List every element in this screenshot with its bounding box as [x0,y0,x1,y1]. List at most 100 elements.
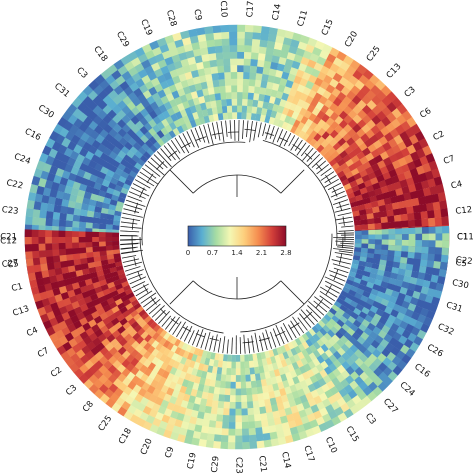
heatmap-cell [260,80,268,89]
heatmap-cell [122,154,132,163]
heatmap-cell [175,66,185,76]
heatmap-cell [235,368,241,376]
heatmap-cell [294,90,303,100]
heatmap-cell [268,349,275,358]
heatmap-cell [240,381,247,389]
heatmap-cell [262,364,270,373]
heatmap-cell [220,24,230,33]
heatmap-cell [415,233,423,241]
heatmap-cell [123,86,134,96]
heatmap-cell [49,332,59,343]
heatmap-cell [58,242,66,250]
heatmap-cell [188,395,196,404]
heatmap-cell [268,68,277,77]
heatmap-cell [197,68,206,77]
heatmap-cell [298,365,307,375]
heatmap-cell [152,417,162,428]
heatmap-cell [31,236,39,245]
dendrogram-branch [137,175,155,187]
heatmap-cell [46,203,55,212]
heatmap-cell [321,398,332,408]
heatmap-cell [271,362,279,371]
heatmap-cell [186,352,194,361]
heatmap-cell [393,181,402,190]
heatmap-cell [105,277,114,285]
dendrogram-arc [170,318,179,325]
heatmap-cell [106,214,115,221]
heatmap-cell [145,414,156,425]
dendrogram-branch [292,316,305,334]
heatmap-cell [100,207,109,215]
heatmap-cell [385,203,394,211]
heatmap-cell [350,285,359,293]
dendrogram-branch [324,276,344,286]
heatmap-cell [55,167,65,178]
heatmap-cell [328,345,338,355]
heatmap-cell [337,412,348,423]
heatmap-cell [347,175,356,184]
heatmap-cell [282,428,292,438]
heatmap-cell [59,212,67,221]
heatmap-cell [293,75,303,85]
heatmap-cell [350,167,360,176]
heatmap-cell [109,79,120,91]
dendrogram-branch [290,137,299,151]
heatmap-cell [219,85,226,94]
heatmap-cell [277,84,286,93]
heatmap-cell [122,341,132,351]
heatmap-cell [235,428,243,436]
dendrogram-branch [335,216,353,221]
heatmap-cell [155,359,164,369]
heatmap-cell [40,263,49,272]
heatmap-cell [358,283,367,291]
heatmap-cell [198,116,206,125]
heatmap-cell [323,314,332,322]
heatmap-cell [419,259,428,268]
heatmap-cell [158,376,167,386]
heatmap-cell [420,179,430,190]
heatmap-cell [75,292,84,302]
heatmap-cell [356,199,365,206]
heatmap-cell [66,259,75,267]
heatmap-cell [41,269,50,279]
dendrogram-branch [169,280,194,305]
heatmap-cell [165,77,175,87]
heatmap-cell [48,317,59,327]
heatmap-cell [274,423,284,432]
heatmap-cell [76,101,88,113]
heatmap-cell [166,334,174,343]
heatmap-cell [270,61,279,70]
dendrogram-branch [329,274,346,282]
heatmap-cell [143,367,153,377]
heatmap-cell [360,84,371,96]
heatmap-cell [152,324,161,333]
heatmap-cell [252,99,259,108]
heatmap-cell [265,357,273,366]
heatmap-cell [431,267,441,277]
heatmap-cell [110,290,119,298]
heatmap-cell [24,243,33,252]
sample-label: C14 [271,3,284,21]
heatmap-cell [89,174,98,183]
heatmap-cell [45,256,54,264]
heatmap-cell [191,353,198,362]
heatmap-cell [162,332,171,341]
heatmap-cell [45,155,55,166]
heatmap-cell [152,365,161,374]
heatmap-cell [235,375,241,383]
heatmap-cell [79,285,89,294]
heatmap-cell [288,87,298,97]
heatmap-cell [358,260,367,267]
heatmap-cell [349,300,359,309]
heatmap-cell [380,216,389,224]
heatmap-cell [381,239,389,245]
heatmap-cell [382,156,393,166]
heatmap-cell [377,362,388,373]
heatmap-cell [308,74,318,84]
heatmap-cell [324,419,335,429]
heatmap-cell [257,52,266,61]
heatmap-cell [302,421,312,431]
heatmap-cell [206,433,215,442]
heatmap-cell [354,247,362,253]
dendrogram-branch [220,121,225,143]
